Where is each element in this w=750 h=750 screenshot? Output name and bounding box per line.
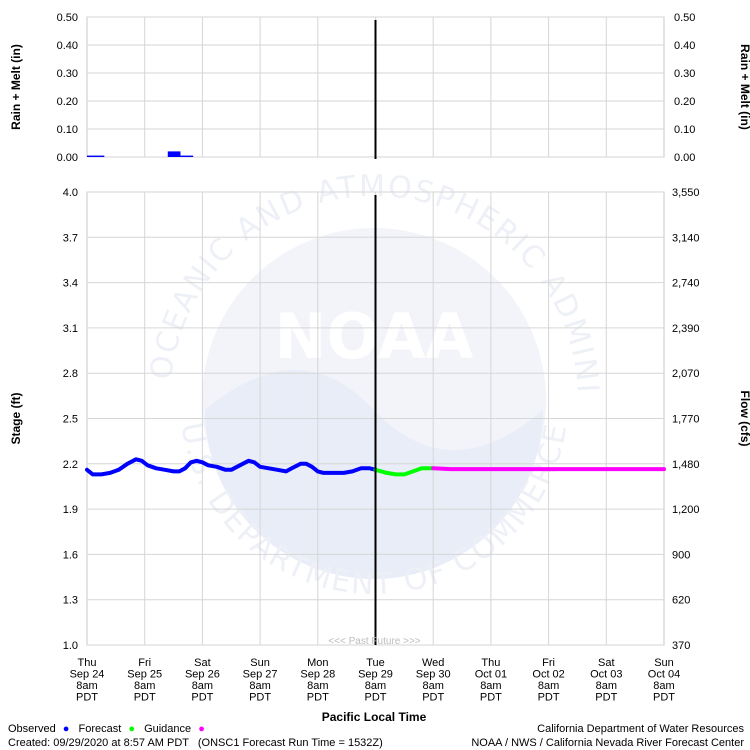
xtick-label: Sat Sep 26 8am PDT xyxy=(185,657,220,704)
stage-panel: 1.0 370 1.3 620 1.6 900 1.9 1,200 2.2 1,480 2.5 1,7… xyxy=(9,187,750,724)
flow-ytick-right: 1,480 xyxy=(672,459,700,471)
flow-ytick-right: 620 xyxy=(672,595,690,607)
precip-ytick-right: 0.20 xyxy=(674,96,695,108)
precip-ytick-left: 0.10 xyxy=(57,124,78,136)
legend-guidance-label: Guidance xyxy=(144,723,192,735)
stage-ytick-left: 3.1 xyxy=(63,323,78,335)
stage-ytick-left: 3.4 xyxy=(63,278,78,290)
flow-ytick-right: 1,770 xyxy=(672,414,700,426)
precip-bar xyxy=(167,151,181,157)
xtick-label: Thu Oct 01 8am PDT xyxy=(475,657,507,704)
xtick-label: Sat Oct 03 8am PDT xyxy=(590,657,622,704)
stage-ytick-left: 4.0 xyxy=(63,187,78,199)
flow-ytick-right: 2,390 xyxy=(672,323,700,335)
xtick-label: Wed Sep 30 8am PDT xyxy=(416,657,451,704)
precip-ytick-right: 0.10 xyxy=(674,124,695,136)
flow-ytick-right: 900 xyxy=(672,549,690,561)
precip-ytick-right: 0.50 xyxy=(674,12,695,24)
run-time-text: (ONSC1 Forecast Run Time = 1532Z) xyxy=(197,737,383,749)
stage-ytick-left: 1.0 xyxy=(63,640,78,652)
precip-ytick-right: 0.40 xyxy=(674,40,695,52)
stage-ytick-left: 2.5 xyxy=(63,414,78,426)
created-text: Created: 09/29/2020 at 8:57 AM PDT xyxy=(8,737,189,749)
xtick-label: Fri Sep 25 8am PDT xyxy=(127,657,162,704)
noaa-watermark: NOAANATIONAL OCEANIC AND ATMOSPHERIC ADM… xyxy=(0,0,603,602)
precip-ytick-left: 0.40 xyxy=(57,40,78,52)
flow-ytick-right: 3,550 xyxy=(672,187,700,199)
stage-ytick-left: 2.2 xyxy=(63,459,78,471)
past-future-label: <<< Past Future >>> xyxy=(328,636,420,647)
precip-bar xyxy=(180,155,194,157)
precip-ytick-left: 0.50 xyxy=(57,12,78,24)
legend-forecast-marker: ● xyxy=(128,723,135,735)
xtick-label: Thu Sep 24 8am PDT xyxy=(70,657,105,704)
flow-ytick-right: 3,140 xyxy=(672,232,700,244)
legend-forecast-label: Forecast xyxy=(78,723,122,735)
flow-ylabel: Flow (cfs) xyxy=(738,391,750,447)
stage-ytick-left: 1.6 xyxy=(63,549,78,561)
xtick-label: Fri Oct 02 8am PDT xyxy=(532,657,564,704)
flow-ytick-right: 2,070 xyxy=(672,368,700,380)
xtick-label: Mon Sep 28 8am PDT xyxy=(300,657,335,704)
xtick-label: Tue Sep 29 8am PDT xyxy=(358,657,393,704)
series-guidance-line xyxy=(431,466,666,472)
watermark-wave xyxy=(205,370,543,579)
precip-ytick-right: 0.30 xyxy=(674,68,695,80)
created-timestamp: Created: 09/29/2020 at 8:57 AM PDT (ONSC… xyxy=(8,737,383,749)
legend: Observed ● Forecast ● Guidance ● xyxy=(8,723,205,735)
watermark-logo-text: NOAA xyxy=(275,300,474,373)
stage-ylabel: Stage (ft) xyxy=(9,393,23,445)
precip-ytick-left: 0.00 xyxy=(57,152,78,164)
precip-ytick-right: 0.00 xyxy=(674,152,695,164)
series-forecast-line xyxy=(373,466,436,477)
precip-bar xyxy=(87,155,105,157)
xtick-label: Sun Oct 04 8am PDT xyxy=(648,657,680,704)
precip-ytick-left: 0.30 xyxy=(57,68,78,80)
precip-ytick-left: 0.20 xyxy=(57,96,78,108)
watermark-disc xyxy=(202,228,546,572)
stage-ytick-left: 3.7 xyxy=(63,232,78,244)
legend-guidance-marker: ● xyxy=(198,723,205,735)
xtick-label: Sun Sep 27 8am PDT xyxy=(243,657,278,704)
precip-ylabel-right: Rain + Melt (in) xyxy=(738,44,750,130)
agency-credit-2: NOAA / NWS / California Nevada River For… xyxy=(471,737,744,749)
precipitation-panel: 0.00 0.00 0.10 0.10 0.20 0.20 0.30 0.30 0.40 0.40… xyxy=(9,12,750,164)
legend-observed-label: Observed xyxy=(8,723,56,735)
stage-ytick-left: 1.9 xyxy=(63,504,78,516)
series-observed-line xyxy=(85,457,378,477)
x-axis-title: Pacific Local Time xyxy=(322,710,427,724)
precip-ylabel-left: Rain + Melt (in) xyxy=(9,44,23,130)
agency-credit-1: California Department of Water Resources xyxy=(537,723,744,735)
flow-ytick-right: 1,200 xyxy=(672,504,700,516)
legend-observed-marker: ● xyxy=(62,723,70,735)
stage-ytick-left: 1.3 xyxy=(63,595,78,607)
stage-ytick-left: 2.8 xyxy=(63,368,78,380)
flow-ytick-right: 2,740 xyxy=(672,278,700,290)
flow-ytick-right: 370 xyxy=(672,640,690,652)
